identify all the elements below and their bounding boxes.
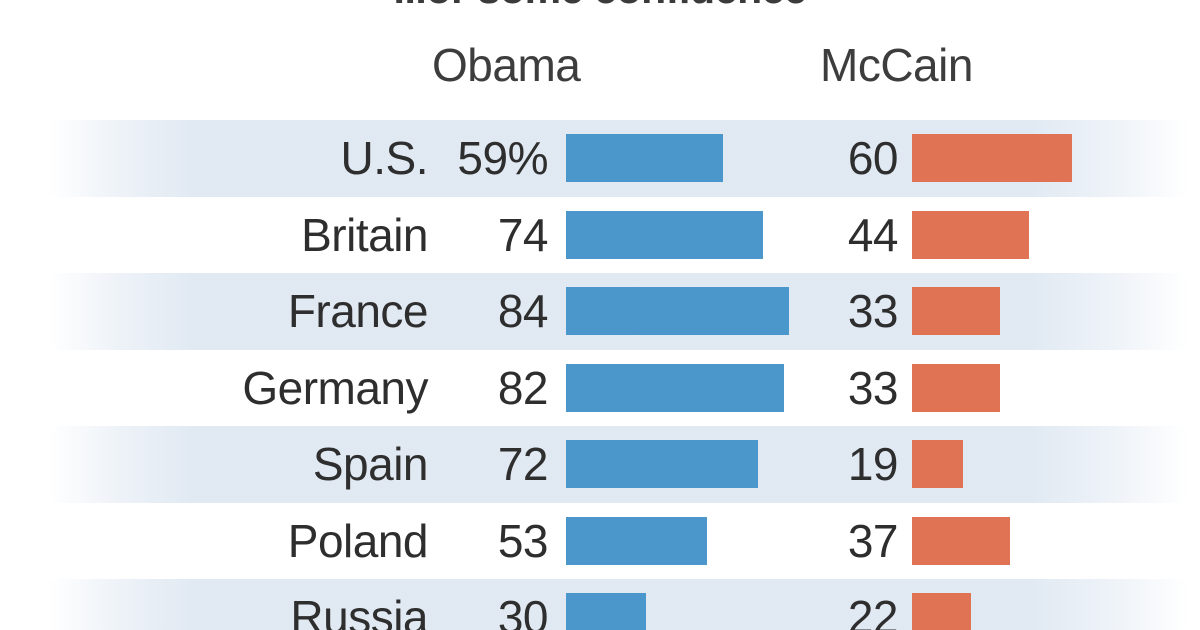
mccain-bar: [912, 134, 1072, 183]
row-country-label: Britain: [301, 208, 428, 261]
table-row: France 84 33: [0, 273, 1200, 350]
column-headers: Obama McCain: [0, 38, 1200, 104]
mccain-bar: [912, 287, 1000, 336]
obama-value-label: 72: [497, 438, 549, 491]
mccain-value-label: 33: [847, 285, 899, 338]
mccain-value-label: 19: [847, 438, 899, 491]
obama-bar: [566, 440, 758, 489]
mccain-bar: [912, 363, 1000, 412]
row-inner: Poland 53 37: [0, 503, 1200, 580]
obama-value-label: 59%: [457, 132, 548, 185]
mccain-value-label: 37: [847, 514, 899, 567]
obama-value-label: 74: [497, 208, 549, 261]
chart-title: ...or some confidence: [0, 0, 1200, 13]
obama-bar: [566, 134, 723, 183]
obama-value-label: 84: [497, 285, 549, 338]
row-inner: U.S. 59% 60: [0, 120, 1200, 197]
table-row: U.S. 59% 60: [0, 120, 1200, 197]
column-header-mccain: McCain: [820, 39, 973, 91]
table-row: Poland 53 37: [0, 503, 1200, 580]
row-inner: Britain 74 44: [0, 197, 1200, 274]
mccain-value-label: 60: [847, 132, 899, 185]
mccain-bar: [912, 440, 963, 489]
mccain-bar: [912, 210, 1030, 259]
obama-bar: [566, 593, 646, 630]
row-inner: France 84 33: [0, 273, 1200, 350]
mccain-bar: [912, 593, 971, 630]
obama-bar: [566, 287, 790, 336]
row-country-label: Germany: [242, 361, 428, 414]
chart-title-clipped: ...or some confidence: [0, 0, 1200, 22]
obama-value-label: 82: [497, 361, 549, 414]
mccain-value-label: 44: [847, 208, 899, 261]
mccain-bar: [912, 516, 1011, 565]
row-country-label: France: [287, 285, 429, 338]
mccain-value-label: 22: [847, 591, 899, 630]
row-inner: Russia 30 22: [0, 579, 1200, 630]
table-row: Britain 74 44: [0, 197, 1200, 274]
row-country-label: Poland: [287, 514, 429, 567]
row-inner: Spain 72 19: [0, 426, 1200, 503]
column-header-obama: Obama: [432, 39, 581, 91]
mccain-value-label: 33: [847, 361, 899, 414]
obama-bar: [566, 363, 785, 412]
row-inner: Germany 82 33: [0, 350, 1200, 427]
row-country-label: U.S.: [340, 132, 429, 185]
obama-value-label: 53: [497, 514, 549, 567]
obama-bar: [566, 210, 763, 259]
row-country-label: Russia: [290, 591, 428, 630]
chart-rows: U.S. 59% 60 Britain 74 44 France 84 33 Germany 82 3…: [0, 120, 1200, 630]
table-row: Russia 30 22: [0, 579, 1200, 630]
row-country-label: Spain: [312, 438, 429, 491]
table-row: Germany 82 33: [0, 350, 1200, 427]
obama-value-label: 30: [497, 591, 549, 630]
table-row: Spain 72 19: [0, 426, 1200, 503]
obama-bar: [566, 516, 707, 565]
